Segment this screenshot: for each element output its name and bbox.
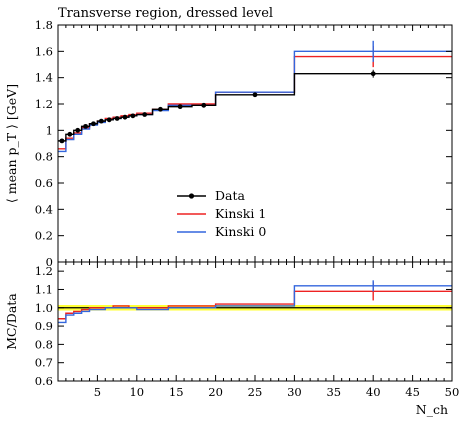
data-point	[158, 106, 163, 112]
ratio-ytick-label: 0.6	[35, 374, 53, 388]
data-point	[177, 104, 183, 110]
kinski-1-step-line	[58, 55, 452, 150]
ratio-ytick-label: 0.8	[35, 337, 53, 351]
main-ytick-label: 1.6	[35, 44, 53, 58]
ratio-plot: 0.6 0.7 0.8 0.9 1.0 1.1 1.2 5 10 15 20 25 30 35 40 45 50…	[4, 261, 460, 417]
xtick-label: 30	[287, 385, 302, 399]
data-point	[83, 123, 88, 129]
xtick-label: 45	[405, 385, 420, 399]
data-step-line	[58, 73, 452, 142]
xtick-label: 50	[445, 385, 460, 399]
data-point	[67, 131, 73, 137]
kinski-0-step-line	[58, 50, 452, 153]
xtick-label: 15	[169, 385, 184, 399]
data-point	[370, 71, 376, 77]
data-point	[106, 117, 112, 123]
xtick-label: 35	[326, 385, 341, 399]
main-ytick-label: 0.6	[35, 176, 53, 190]
data-point	[130, 113, 136, 119]
xtick-label: 5	[94, 385, 101, 399]
xtick-label: 10	[129, 385, 144, 399]
main-plot: 0 0.2 0.4 0.6 0.8 1 1.2 1.4 1.6 1.8 ⟨ mean p_T ⟩ […	[4, 18, 453, 269]
ratio-ytick-label: 0.7	[35, 356, 53, 370]
main-ylabel: ⟨ mean p_T ⟩ [GeV]	[4, 84, 19, 203]
legend-data-marker	[188, 193, 195, 199]
legend-kinski-1-label: Kinski 1	[215, 206, 266, 221]
main-ytick-label: 1.2	[35, 97, 53, 111]
ratio-kinski-0-step-line	[58, 285, 452, 324]
ratio-kinski-1-step-line	[58, 290, 452, 320]
data-point	[201, 102, 207, 108]
xlabel: N_ch	[416, 402, 448, 417]
xtick-label: 25	[248, 385, 263, 399]
main-ytick-label: 0.4	[35, 202, 53, 216]
data-point	[59, 138, 65, 144]
xtick-label: 40	[366, 385, 381, 399]
main-ytick-label: 1.4	[35, 71, 53, 85]
ratio-ylabel: MC/Data	[4, 293, 19, 350]
main-ytick-label: 1.8	[35, 18, 53, 32]
ratio-frame	[57, 261, 453, 382]
legend-kinski-0-label: Kinski 0	[215, 224, 266, 239]
xtick-label: 20	[208, 385, 223, 399]
main-ytick-label: 0.2	[35, 229, 53, 243]
data-point	[114, 116, 120, 121]
ratio-ytick-label: 0.9	[35, 319, 53, 333]
ratio-ytick-label: 1.0	[35, 301, 53, 315]
main-ytick-label: 1	[46, 123, 53, 137]
data-point	[98, 118, 104, 124]
data-point	[91, 121, 96, 127]
main-ytick-label: 0	[46, 255, 53, 269]
data-point	[75, 127, 81, 133]
ratio-ytick-label: 1.1	[35, 282, 53, 296]
ratio-ytick-label: 1.2	[35, 264, 53, 278]
legend: Data Kinski 1 Kinski 0	[177, 188, 266, 239]
data-point	[142, 112, 148, 117]
data-point	[252, 92, 258, 98]
chart-title: Transverse region, dressed level	[58, 6, 273, 21]
legend-data-label: Data	[215, 188, 245, 203]
main-ytick-label: 0.8	[35, 150, 53, 164]
data-point	[122, 114, 128, 120]
